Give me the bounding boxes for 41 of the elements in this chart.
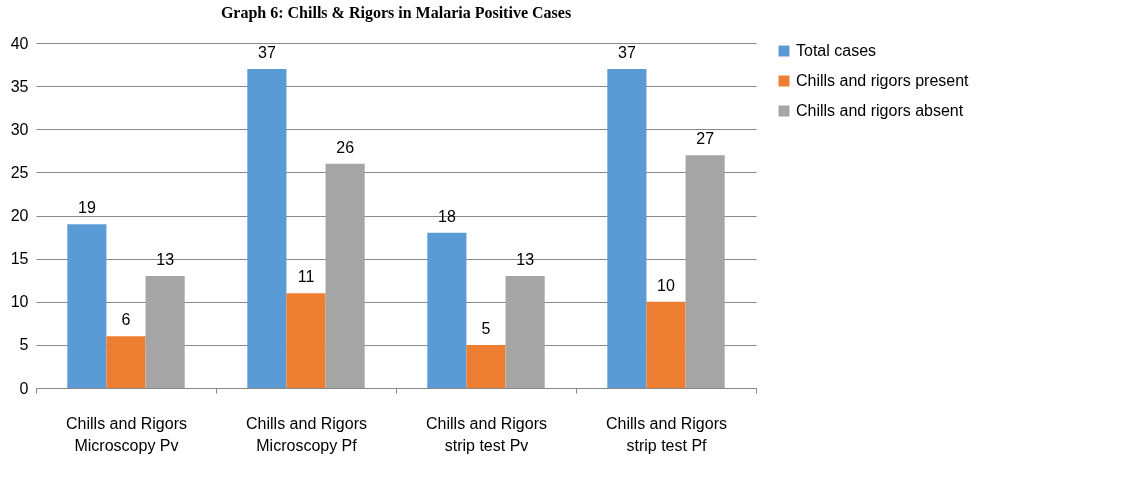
data-label: 19 xyxy=(77,199,96,217)
y-tick-label: 15 xyxy=(10,250,29,268)
data-label: 13 xyxy=(156,250,175,268)
legend-label: Chills and rigors absent xyxy=(796,102,964,119)
bar xyxy=(325,163,365,388)
bar xyxy=(67,224,107,388)
data-label: 10 xyxy=(657,276,675,294)
bar xyxy=(466,344,506,388)
y-tick-label: 40 xyxy=(10,34,29,52)
data-label: 13 xyxy=(516,250,535,268)
legend-label: Chills and rigors present xyxy=(796,72,970,89)
bar xyxy=(685,155,725,388)
bar xyxy=(505,275,545,388)
chart-title: Graph 6: Chills & Rigors in Malaria Positive Cases xyxy=(220,4,572,22)
data-label: 27 xyxy=(696,130,715,148)
x-tick-label: Chills and Rigors Microscopy Pv xyxy=(66,414,187,454)
legend-label: Total cases xyxy=(796,42,877,59)
bar xyxy=(106,336,146,388)
x-tick-label: Chills and Rigors Microscopy Pf xyxy=(246,414,367,454)
y-tick-label: 30 xyxy=(10,120,29,138)
y-tick-label: 20 xyxy=(10,207,29,224)
data-label: 37 xyxy=(617,43,636,61)
bar xyxy=(247,68,287,388)
x-tick-label: Chills and Rigors strip test Pv xyxy=(426,414,547,454)
y-tick-label: 0 xyxy=(19,379,29,397)
data-label: 18 xyxy=(437,207,456,225)
bar xyxy=(427,232,467,388)
y-tick-label: 5 xyxy=(19,336,29,354)
y-tick-label: 25 xyxy=(10,163,29,181)
bar xyxy=(145,275,185,388)
data-label: 26 xyxy=(336,138,355,156)
x-tick-label: Chills and Rigors strip test Pf xyxy=(606,414,727,454)
y-tick-label: 35 xyxy=(10,77,29,95)
data-label: 11 xyxy=(297,268,315,286)
bar xyxy=(286,293,326,388)
y-tick-label: 10 xyxy=(10,293,29,311)
data-label: 37 xyxy=(257,43,276,61)
data-label: 6 xyxy=(121,311,131,329)
bar xyxy=(646,301,686,388)
bar xyxy=(607,68,647,388)
data-label: 5 xyxy=(481,319,491,337)
